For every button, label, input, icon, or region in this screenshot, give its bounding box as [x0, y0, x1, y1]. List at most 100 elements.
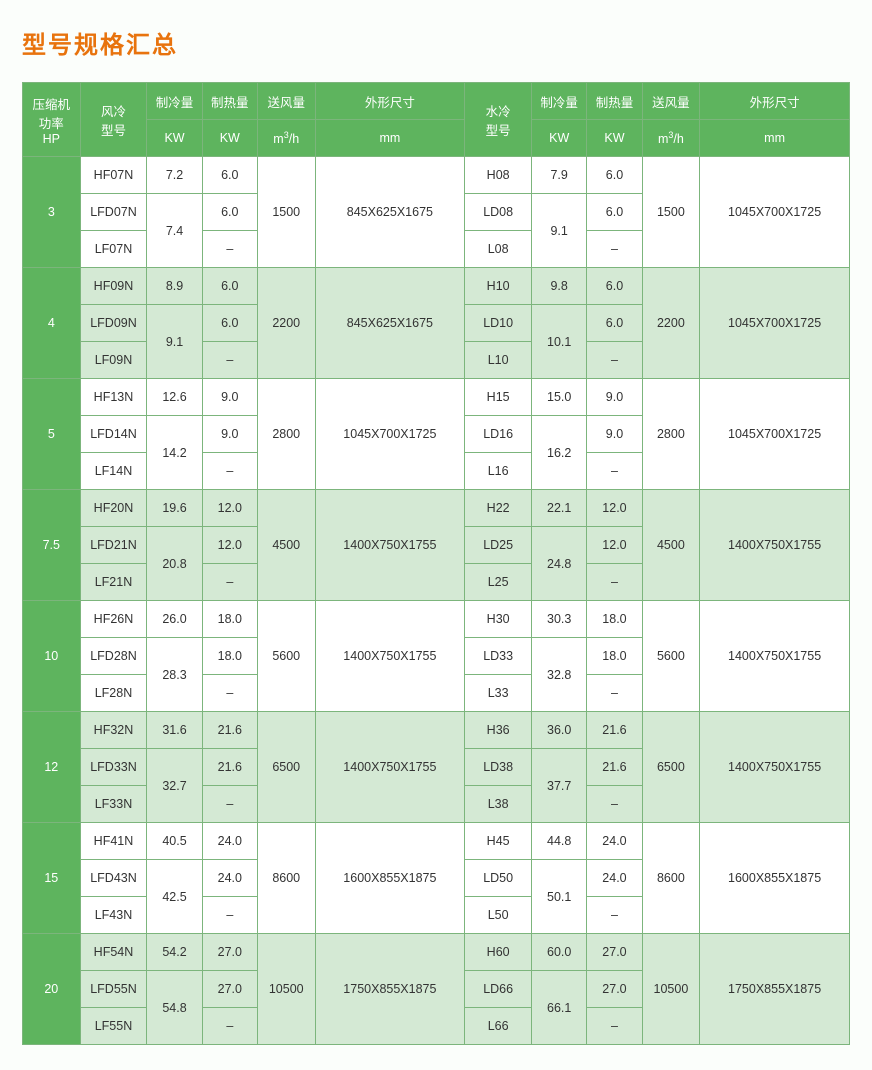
cell-air-heat: 18.0	[202, 601, 257, 638]
cell-water-dim: 1600X855X1875	[700, 823, 850, 934]
cell-air-flow: 8600	[257, 823, 315, 934]
th-m3h: m3/h	[642, 120, 700, 157]
cell-air-cool: 40.5	[147, 823, 202, 860]
cell-water-flow: 2200	[642, 268, 700, 379]
cell-air-flow: 2200	[257, 268, 315, 379]
cell-air-heat: 18.0	[202, 638, 257, 675]
cell-water-heat: 21.6	[587, 712, 642, 749]
cell-water-model: L50	[465, 897, 532, 934]
cell-air-cool: 42.5	[147, 860, 202, 934]
cell-water-model: H22	[465, 490, 532, 527]
cell-water-flow: 5600	[642, 601, 700, 712]
cell-air-heat: 21.6	[202, 712, 257, 749]
cell-water-cool: 16.2	[532, 416, 587, 490]
cell-water-model: H15	[465, 379, 532, 416]
th-kw: KW	[587, 120, 642, 157]
cell-air-heat: 24.0	[202, 823, 257, 860]
cell-water-heat: –	[587, 231, 642, 268]
cell-water-model: L66	[465, 1008, 532, 1045]
cell-air-model: LF43N	[80, 897, 147, 934]
cell-air-model: HF20N	[80, 490, 147, 527]
th-kw: KW	[147, 120, 202, 157]
cell-air-model: HF07N	[80, 157, 147, 194]
cell-water-model: LD38	[465, 749, 532, 786]
cell-water-flow: 8600	[642, 823, 700, 934]
cell-air-model: LFD43N	[80, 860, 147, 897]
cell-water-model: L33	[465, 675, 532, 712]
cell-water-model: L25	[465, 564, 532, 601]
cell-water-model: H30	[465, 601, 532, 638]
cell-air-cool: 54.8	[147, 971, 202, 1045]
th-cooling-w: 制冷量	[532, 83, 587, 120]
cell-water-cool: 66.1	[532, 971, 587, 1045]
cell-water-cool: 10.1	[532, 305, 587, 379]
th-mm: mm	[315, 120, 465, 157]
cell-water-heat: –	[587, 564, 642, 601]
cell-water-model: L16	[465, 453, 532, 490]
cell-air-dim: 1400X750X1755	[315, 601, 465, 712]
cell-hp: 4	[23, 268, 81, 379]
cell-water-model: LD33	[465, 638, 532, 675]
cell-water-model: LD25	[465, 527, 532, 564]
cell-air-model: LF09N	[80, 342, 147, 379]
cell-water-dim: 1400X750X1755	[700, 490, 850, 601]
cell-air-cool: 32.7	[147, 749, 202, 823]
th-dims-w: 外形尺寸	[700, 83, 850, 120]
th-heating-a: 制热量	[202, 83, 257, 120]
cell-air-model: LFD55N	[80, 971, 147, 1008]
cell-water-heat: –	[587, 1008, 642, 1045]
cell-water-heat: 6.0	[587, 305, 642, 342]
cell-air-heat: 21.6	[202, 749, 257, 786]
cell-air-model: LFD14N	[80, 416, 147, 453]
th-hp: 压缩机 功率 HP	[23, 83, 81, 157]
th-air-model: 风冷 型号	[80, 83, 147, 157]
cell-water-cool: 22.1	[532, 490, 587, 527]
cell-air-heat: 27.0	[202, 934, 257, 971]
cell-air-heat: –	[202, 675, 257, 712]
cell-air-heat: –	[202, 897, 257, 934]
cell-air-heat: 6.0	[202, 268, 257, 305]
cell-air-model: LF14N	[80, 453, 147, 490]
cell-air-heat: –	[202, 1008, 257, 1045]
spec-table: 压缩机 功率 HP 风冷 型号 制冷量 制热量 送风量 外形尺寸 水冷 型号 制…	[22, 82, 850, 1045]
cell-water-cool: 9.1	[532, 194, 587, 268]
cell-air-heat: 9.0	[202, 379, 257, 416]
cell-water-model: H60	[465, 934, 532, 971]
cell-water-dim: 1400X750X1755	[700, 712, 850, 823]
cell-water-model: H08	[465, 157, 532, 194]
th-kw: KW	[532, 120, 587, 157]
cell-water-heat: 12.0	[587, 527, 642, 564]
cell-hp: 12	[23, 712, 81, 823]
cell-water-model: H45	[465, 823, 532, 860]
cell-water-model: LD08	[465, 194, 532, 231]
cell-air-dim: 845X625X1675	[315, 157, 465, 268]
cell-air-model: HF41N	[80, 823, 147, 860]
cell-water-heat: 21.6	[587, 749, 642, 786]
cell-water-dim: 1750X855X1875	[700, 934, 850, 1045]
cell-water-flow: 6500	[642, 712, 700, 823]
cell-water-model: LD50	[465, 860, 532, 897]
cell-water-heat: 24.0	[587, 823, 642, 860]
cell-water-heat: 18.0	[587, 638, 642, 675]
th-m3h: m3/h	[257, 120, 315, 157]
cell-water-cool: 36.0	[532, 712, 587, 749]
cell-air-model: HF09N	[80, 268, 147, 305]
cell-water-model: L10	[465, 342, 532, 379]
cell-water-cool: 9.8	[532, 268, 587, 305]
cell-air-heat: 27.0	[202, 971, 257, 1008]
cell-air-model: LF28N	[80, 675, 147, 712]
th-mm: mm	[700, 120, 850, 157]
th-cooling-a: 制冷量	[147, 83, 202, 120]
cell-air-heat: 24.0	[202, 860, 257, 897]
cell-air-model: LF33N	[80, 786, 147, 823]
cell-hp: 10	[23, 601, 81, 712]
cell-water-heat: 27.0	[587, 971, 642, 1008]
cell-water-model: LD16	[465, 416, 532, 453]
cell-water-heat: –	[587, 675, 642, 712]
cell-air-model: LFD07N	[80, 194, 147, 231]
cell-air-model: LFD28N	[80, 638, 147, 675]
cell-air-dim: 1750X855X1875	[315, 934, 465, 1045]
cell-air-heat: 12.0	[202, 490, 257, 527]
th-water-model: 水冷 型号	[465, 83, 532, 157]
cell-air-model: HF32N	[80, 712, 147, 749]
